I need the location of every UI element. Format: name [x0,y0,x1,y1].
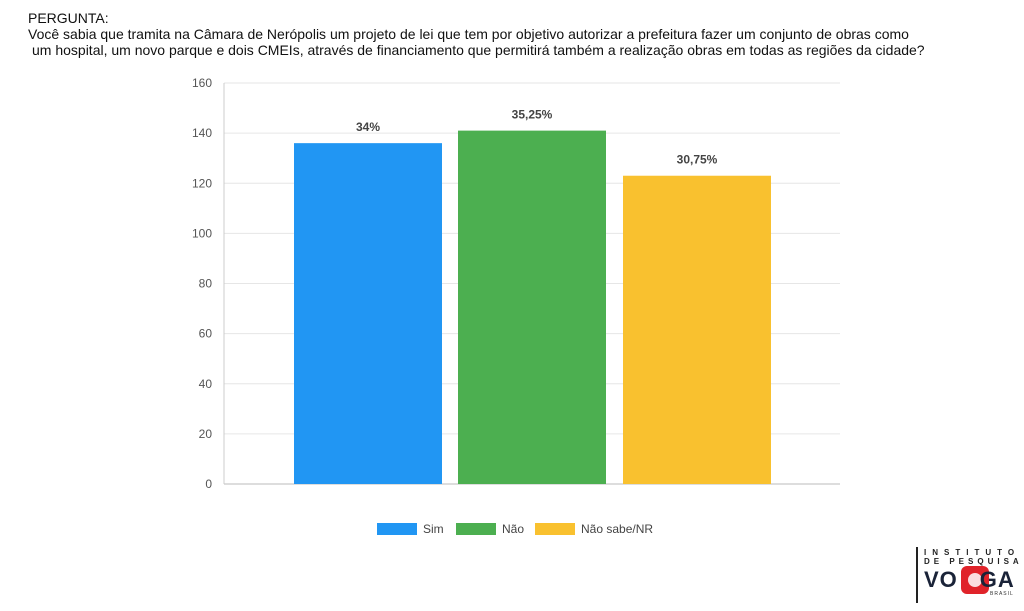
legend-swatch [456,523,496,535]
logo-line-2: DE PESQUISA [924,557,1023,566]
y-tick-label: 60 [199,327,213,341]
question-line-2: um hospital, um novo parque e dois CMEIs… [32,42,925,58]
logo-wordmark: VO GA [924,567,1015,593]
y-tick-label: 20 [199,427,213,441]
y-tick-label: 0 [205,477,212,491]
y-tick-label: 80 [199,277,213,291]
bar-3 [623,175,771,484]
logo-country: BRASIL [990,591,1014,597]
legend-label: Sim [423,522,444,536]
question-text: PERGUNTA: Você sabia que tramita na Câma… [28,10,1018,58]
question-heading: PERGUNTA: [28,10,109,26]
bar-data-label: 30,75% [677,153,718,167]
logo-line-1: INSTITUTO [924,548,1021,557]
legend-swatch [535,523,575,535]
question-line-1: Você sabia que tramita na Câmara de Neró… [28,26,909,42]
logo-word-left: VO [924,567,958,592]
y-tick-label: 40 [199,377,213,391]
bar-2 [458,130,606,484]
y-tick-label: 140 [192,126,212,140]
logo-divider [916,547,918,603]
bar-data-label: 34% [356,120,380,134]
y-tick-label: 120 [192,176,212,190]
y-tick-label: 160 [192,76,212,90]
legend-swatch [377,523,417,535]
logo-word-right: GA [979,567,1015,592]
instituto-voga-logo: INSTITUTO DE PESQUISA VO GA BRASIL [916,547,1020,603]
logo-mark-icon [961,566,989,594]
y-tick-label: 100 [192,226,212,240]
legend-label: Não sabe/NR [581,522,653,536]
bar-1 [294,143,442,484]
legend-label: Não [502,522,524,536]
bar-data-label: 35,25% [512,108,553,122]
